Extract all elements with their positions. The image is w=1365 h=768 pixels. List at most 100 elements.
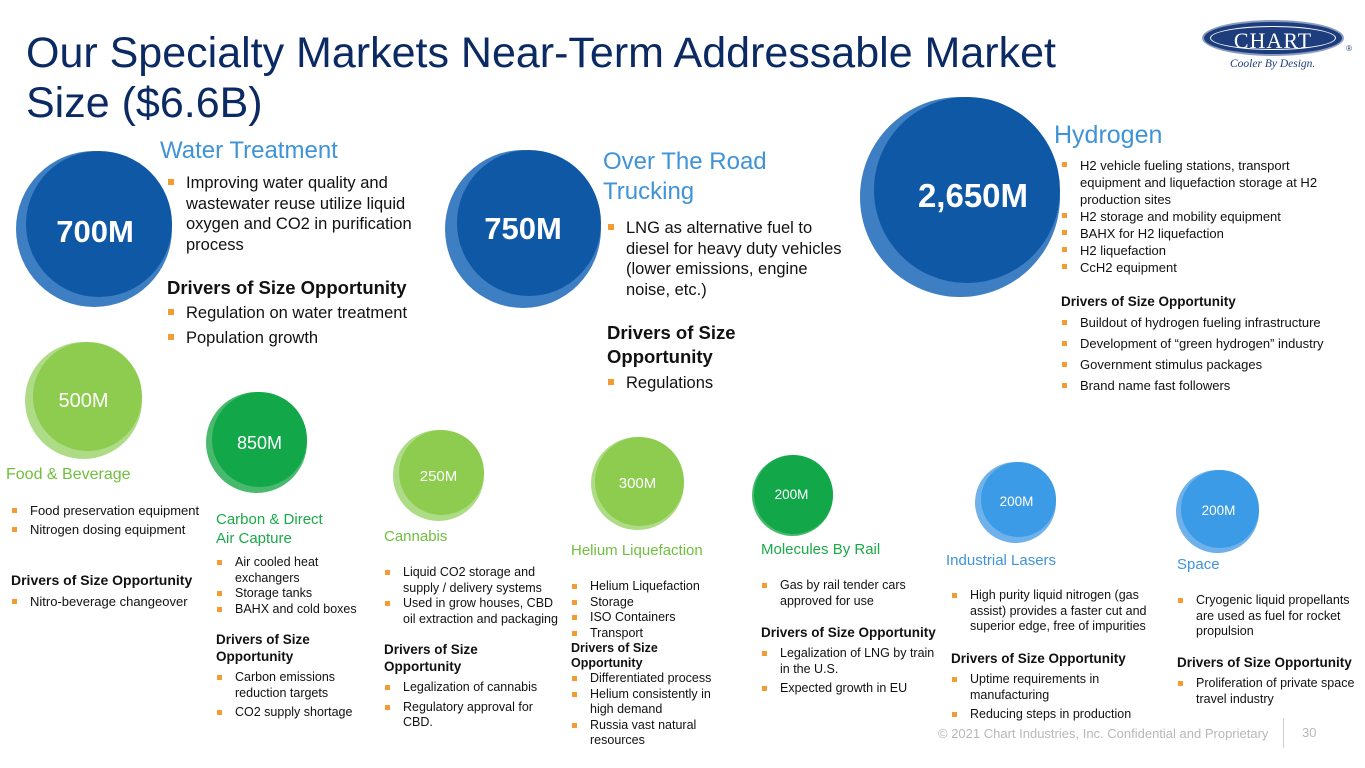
list-item: Development of “green hydrogen” industry: [1061, 336, 1356, 352]
list-item: Transport: [571, 626, 731, 642]
list-item: High purity liquid nitrogen (gas assist)…: [951, 588, 1166, 635]
list-item: CcH2 equipment: [1061, 259, 1351, 276]
lasers-value: 200M: [999, 494, 1034, 509]
footer-divider: [1283, 718, 1284, 748]
food-beverage-bullets: Food preservation equipment Nitrogen dos…: [11, 503, 206, 538]
list-item: ISO Containers: [571, 610, 731, 626]
list-item: Russia vast natural resources: [571, 718, 731, 749]
lasers-heading: Industrial Lasers: [946, 552, 1057, 569]
page-title: Our Specialty Markets Near-Term Addressa…: [26, 29, 1056, 127]
hydrogen-bullets: H2 vehicle fueling stations, transport e…: [1061, 157, 1351, 276]
carbon-capture-bullets: Air cooled heat exchangers Storage tanks…: [216, 555, 376, 617]
cannabis-heading: Cannabis: [384, 528, 448, 545]
lasers-bullets: High purity liquid nitrogen (gas assist)…: [951, 588, 1166, 635]
logo-registered-mark: ®: [1346, 44, 1352, 53]
water-treatment-bubble: 700M: [16, 151, 172, 307]
list-item: Regulation on water treatment: [167, 303, 437, 324]
food-beverage-value: 500M: [58, 390, 109, 412]
logo-wordmark: CHART: [1233, 28, 1313, 53]
helium-bullets: Helium Liquefaction Storage ISO Containe…: [571, 579, 731, 641]
water-treatment-bullets: Improving water quality and wastewater r…: [167, 173, 437, 255]
list-item: Food preservation equipment: [11, 503, 206, 519]
list-item: Air cooled heat exchangers: [216, 555, 376, 586]
list-item: BAHX for H2 liquefaction: [1061, 225, 1351, 242]
trucking-drivers: Regulations: [607, 373, 842, 394]
list-item: Brand name fast followers: [1061, 378, 1356, 394]
list-item: BAHX and cold boxes: [216, 602, 376, 618]
helium-drivers-heading-line1: Drivers of Size: [571, 641, 658, 655]
water-treatment-drivers: Regulation on water treatment Population…: [167, 303, 437, 348]
food-beverage-drivers: Nitro-beverage changeover: [11, 594, 211, 610]
space-heading: Space: [1177, 556, 1220, 573]
carbon-capture-drivers-heading-line2: Opportunity: [216, 649, 294, 664]
logo-tagline: Cooler By Design.: [1230, 58, 1316, 70]
list-item: Cryogenic liquid propellants are used as…: [1177, 593, 1362, 640]
list-item: Proliferation of private space travel in…: [1177, 676, 1362, 707]
water-treatment-heading: Water Treatment: [160, 137, 338, 164]
hydrogen-heading: Hydrogen: [1054, 121, 1163, 149]
trucking-drivers-heading-line2: Opportunity: [607, 346, 713, 367]
lasers-bubble: 200M: [975, 462, 1056, 543]
list-item: Used in grow houses, CBD oil extraction …: [384, 596, 569, 627]
rail-drivers: Legalization of LNG by train in the U.S.…: [761, 646, 946, 697]
list-item: Legalization of LNG by train in the U.S.: [761, 646, 946, 677]
carbon-capture-drivers: Carbon emissions reduction targets CO2 s…: [216, 670, 376, 721]
list-item: Buildout of hydrogen fueling infrastruct…: [1061, 315, 1356, 331]
space-value: 200M: [1201, 503, 1236, 518]
list-item: LNG as alternative fuel to diesel for he…: [607, 218, 842, 300]
space-bubble: 200M: [1176, 470, 1259, 553]
list-item: Nitrogen dosing equipment: [11, 522, 206, 538]
carbon-capture-value: 850M: [236, 433, 283, 453]
helium-bubble: 300M: [591, 437, 684, 530]
list-item: Carbon emissions reduction targets: [216, 670, 376, 701]
list-item: Regulatory approval for CBD.: [384, 700, 554, 731]
hydrogen-drivers-heading: Drivers of Size Opportunity: [1061, 294, 1236, 309]
carbon-capture-heading-line2: Air Capture: [216, 530, 292, 547]
lasers-drivers-heading: Drivers of Size Opportunity: [951, 651, 1126, 666]
list-item: H2 liquefaction: [1061, 242, 1351, 259]
list-item: Population growth: [167, 328, 437, 349]
trucking-heading-line2: Trucking: [603, 178, 695, 205]
helium-drivers-heading-line2: Opportunity: [571, 656, 643, 670]
list-item: Legalization of cannabis: [384, 680, 554, 696]
cannabis-drivers-heading-line1: Drivers of Size: [384, 642, 478, 657]
lasers-drivers: Uptime requirements in manufacturing Red…: [951, 672, 1141, 723]
helium-drivers: Differentiated process Helium consistent…: [571, 671, 731, 749]
trucking-value: 750M: [484, 211, 562, 246]
food-beverage-heading: Food & Beverage: [6, 466, 131, 483]
carbon-capture-drivers-heading-line1: Drivers of Size: [216, 632, 310, 647]
list-item: Improving water quality and wastewater r…: [167, 173, 437, 255]
trucking-drivers-heading-line1: Drivers of Size: [607, 322, 736, 343]
trucking-bullets: LNG as alternative fuel to diesel for he…: [607, 218, 842, 300]
list-item: Helium consistently in high demand: [571, 687, 731, 718]
cannabis-drivers-heading-line2: Opportunity: [384, 659, 462, 674]
trucking-heading-line1: Over The Road: [603, 148, 767, 175]
chart-logo: CHART ® Cooler By Design.: [1200, 20, 1352, 74]
cannabis-value: 250M: [419, 468, 458, 485]
rail-bullets: Gas by rail tender cars approved for use: [761, 578, 936, 609]
cannabis-bubble: 250M: [393, 430, 484, 521]
hydrogen-drivers: Buildout of hydrogen fueling infrastruct…: [1061, 315, 1356, 394]
carbon-capture-heading-line1: Carbon & Direct: [216, 511, 323, 528]
list-item: Differentiated process: [571, 671, 731, 687]
list-item: Storage: [571, 595, 731, 611]
list-item: Reducing steps in production: [951, 707, 1141, 723]
list-item: Uptime requirements in manufacturing: [951, 672, 1141, 703]
list-item: Liquid CO2 storage and supply / delivery…: [384, 565, 569, 596]
footer-copyright: © 2021 Chart Industries, Inc. Confidenti…: [938, 726, 1269, 741]
list-item: Storage tanks: [216, 586, 376, 602]
rail-value: 200M: [774, 487, 809, 502]
list-item: H2 storage and mobility equipment: [1061, 208, 1351, 225]
list-item: CO2 supply shortage: [216, 705, 376, 721]
helium-value: 300M: [618, 475, 657, 492]
cannabis-bullets: Liquid CO2 storage and supply / delivery…: [384, 565, 569, 627]
water-treatment-value: 700M: [56, 214, 134, 249]
rail-drivers-heading: Drivers of Size Opportunity: [761, 625, 936, 640]
logo-oval: CHART: [1202, 20, 1344, 56]
rail-heading: Molecules By Rail: [761, 541, 881, 558]
list-item: H2 vehicle fueling stations, transport e…: [1061, 157, 1351, 208]
list-item: Gas by rail tender cars approved for use: [761, 578, 936, 609]
trucking-bubble: 750M: [445, 150, 601, 308]
food-beverage-bubble: 500M: [25, 342, 142, 459]
list-item: Helium Liquefaction: [571, 579, 731, 595]
